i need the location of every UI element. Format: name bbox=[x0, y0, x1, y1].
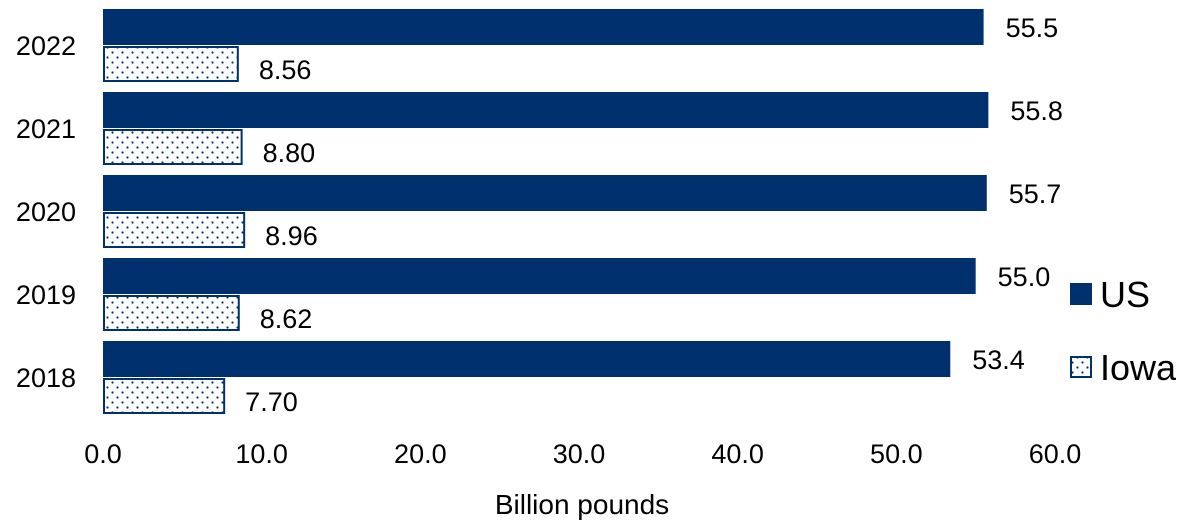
data-label: 55.8 bbox=[1010, 96, 1063, 126]
y-tick-label: 2019 bbox=[16, 280, 76, 310]
x-tick-label: 40.0 bbox=[711, 439, 764, 469]
bar-iowa-2022 bbox=[103, 46, 239, 82]
x-tick-label: 20.0 bbox=[394, 439, 447, 469]
legend-label-iowa: Iowa bbox=[1100, 347, 1177, 388]
bar-us-2021 bbox=[103, 92, 989, 128]
bar-iowa-2019 bbox=[103, 295, 240, 331]
x-tick-label: 60.0 bbox=[1029, 439, 1082, 469]
data-label: 8.80 bbox=[263, 138, 316, 168]
y-tick-label: 2021 bbox=[16, 114, 76, 144]
y-tick-label: 2022 bbox=[16, 31, 76, 61]
data-label: 55.0 bbox=[998, 262, 1051, 292]
legend-swatch-us bbox=[1070, 283, 1092, 305]
data-label: 8.96 bbox=[265, 221, 318, 251]
x-tick-label: 30.0 bbox=[553, 439, 606, 469]
legend: US Iowa bbox=[1070, 274, 1177, 388]
y-tick-label: 2018 bbox=[16, 363, 76, 393]
x-tick-label: 10.0 bbox=[235, 439, 288, 469]
data-label: 53.4 bbox=[972, 345, 1025, 375]
data-label: 7.70 bbox=[245, 387, 298, 417]
legend-label-us: US bbox=[1100, 274, 1150, 315]
data-label: 8.62 bbox=[260, 304, 313, 334]
x-axis-title: Billion pounds bbox=[495, 489, 669, 520]
bar-iowa-2018 bbox=[103, 378, 226, 414]
plot-area: 2022 55.5 8.56 2021 55.8 8.80 2020 55.7 8.96 2019… bbox=[16, 9, 1081, 469]
bar-us-2020 bbox=[103, 175, 987, 211]
legend-swatch-iowa bbox=[1070, 356, 1092, 378]
bar-iowa-2020 bbox=[103, 212, 246, 248]
data-label: 55.7 bbox=[1009, 179, 1062, 209]
data-label: 55.5 bbox=[1006, 13, 1059, 43]
y-tick-label: 2020 bbox=[16, 197, 76, 227]
bar-iowa-2021 bbox=[103, 129, 243, 165]
bar-us-2022 bbox=[103, 9, 984, 45]
bar-us-2019 bbox=[103, 258, 976, 294]
x-tick-label: 0.0 bbox=[84, 439, 122, 469]
data-label: 8.56 bbox=[259, 55, 312, 85]
bar-us-2018 bbox=[103, 341, 951, 377]
x-tick-label: 50.0 bbox=[870, 439, 923, 469]
